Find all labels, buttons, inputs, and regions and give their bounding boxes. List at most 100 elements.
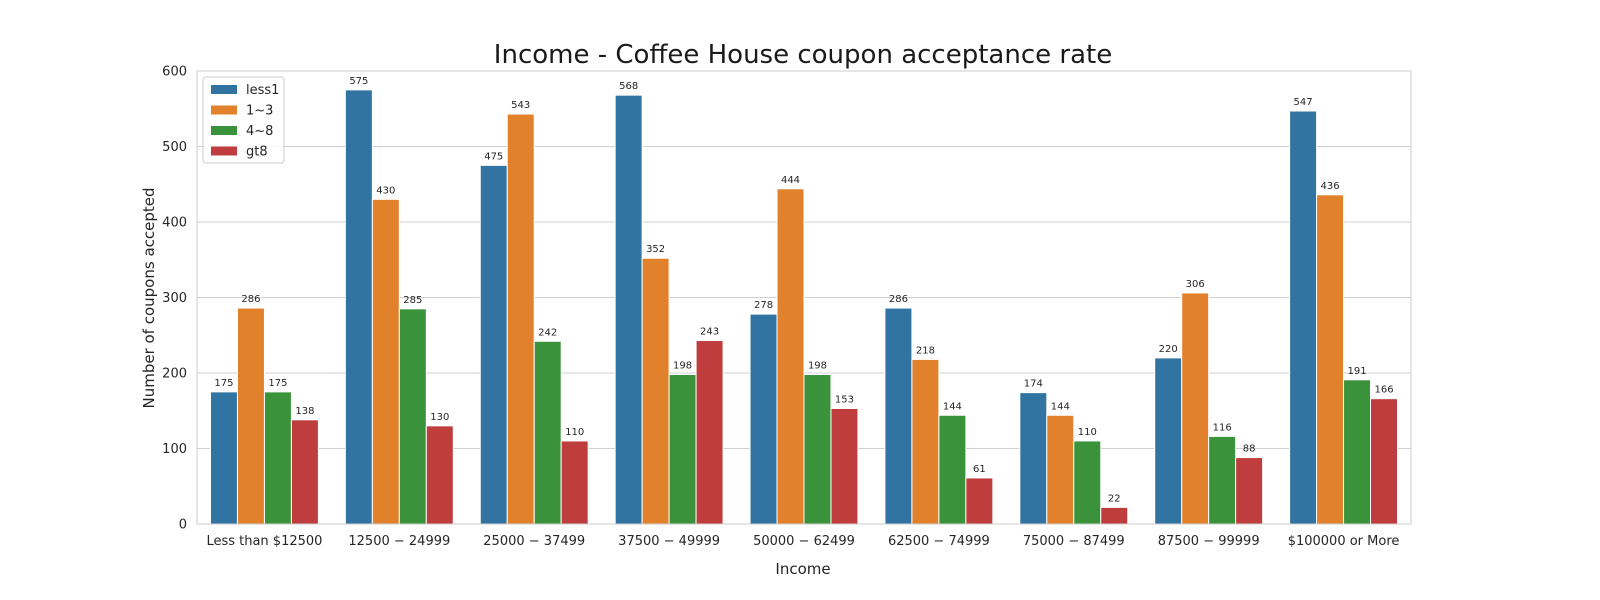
bar-value-label: 175 <box>214 378 233 389</box>
bar-4~8 <box>668 374 697 525</box>
bar-4~8 <box>803 374 832 525</box>
x-tick-label: 37500 − 49999 <box>618 534 720 549</box>
bar-value-label: 110 <box>1078 427 1097 438</box>
bar-less1 <box>479 164 508 525</box>
x-axis-label: Income <box>775 560 830 578</box>
bar-1~3 <box>506 113 535 525</box>
x-tick-label: 87500 − 99999 <box>1158 534 1260 549</box>
bar-value-label: 191 <box>1347 366 1366 377</box>
legend-label: less1 <box>246 83 279 98</box>
legend-label: gt8 <box>246 145 268 160</box>
bar-value-label: 242 <box>538 327 557 338</box>
bar-value-label: 88 <box>1243 444 1256 455</box>
y-axis-label: Number of coupons accepted <box>140 187 158 408</box>
bar-value-label: 144 <box>1051 401 1070 412</box>
bar-value-label: 175 <box>268 378 287 389</box>
bar-value-label: 110 <box>565 427 584 438</box>
bar-1~3 <box>776 188 805 525</box>
bar-4~8 <box>533 340 562 525</box>
bar-gt8 <box>1370 398 1399 525</box>
bar-less1 <box>614 94 643 525</box>
plot-frame <box>196 70 1412 525</box>
bar-value-label: 198 <box>808 361 827 372</box>
bar-1~3 <box>1046 414 1075 525</box>
bar-less1 <box>1289 110 1318 525</box>
bar-value-label: 144 <box>943 401 962 412</box>
legend-box <box>202 76 285 164</box>
bars <box>209 89 1399 525</box>
y-axis-ticks: 0 100 200 300 400 500 600 <box>162 65 187 533</box>
bar-less1 <box>209 391 238 525</box>
legend-swatch-less1 <box>211 85 237 94</box>
x-axis-ticks: Less than $12500 12500 − 24999 25000 − 374… <box>206 534 1399 549</box>
bar-less1 <box>749 313 778 525</box>
x-tick-label: Less than $12500 <box>206 534 322 549</box>
bar-value-label: 153 <box>835 394 854 405</box>
bar-less1 <box>1154 357 1183 525</box>
bar-1~3 <box>911 358 940 525</box>
y-tick-label: 500 <box>162 140 187 155</box>
chart-title: Income - Coffee House coupon acceptance … <box>494 40 1112 70</box>
bar-gt8 <box>560 440 589 525</box>
y-tick-label: 600 <box>162 65 187 80</box>
bar-1~3 <box>371 198 400 525</box>
bar-value-label: 568 <box>619 81 638 92</box>
legend: less1 1~3 4~8 gt8 <box>202 76 285 164</box>
bar-value-label: 286 <box>241 294 260 305</box>
bar-value-label: 475 <box>484 151 503 162</box>
bar-value-label: 166 <box>1374 385 1393 396</box>
bar-gt8 <box>290 419 319 525</box>
bar-1~3 <box>641 257 670 525</box>
bar-gt8 <box>425 425 454 525</box>
bar-value-label: 444 <box>781 175 800 186</box>
bar-value-label: 286 <box>889 294 908 305</box>
bar-gt8 <box>830 407 859 525</box>
x-tick-label: 12500 − 24999 <box>348 534 450 549</box>
bar-value-label: 198 <box>673 361 692 372</box>
bar-4~8 <box>263 391 292 525</box>
bar-value-label: 543 <box>511 100 530 111</box>
bar-value-label: 436 <box>1321 181 1340 192</box>
x-tick-label: 62500 − 74999 <box>888 534 990 549</box>
bar-value-label: 174 <box>1024 379 1043 390</box>
bar-value-label: 352 <box>646 244 665 255</box>
bar-gt8 <box>1235 457 1264 525</box>
bar-value-label: 306 <box>1186 279 1205 290</box>
legend-label: 1~3 <box>246 104 273 119</box>
bar-value-label: 575 <box>349 76 368 87</box>
bar-4~8 <box>1073 440 1102 525</box>
bar-less1 <box>1019 392 1048 525</box>
bar-value-label: 138 <box>295 406 314 417</box>
y-tick-label: 400 <box>162 216 187 231</box>
bar-4~8 <box>1208 435 1237 525</box>
legend-label: 4~8 <box>246 124 273 139</box>
bar-value-label: 61 <box>973 464 986 475</box>
bar-value-label: 22 <box>1108 493 1121 504</box>
bar-value-label: 278 <box>754 300 773 311</box>
bar-value-labels: 175 286 175 138 575 430 285 130 475 543 242 110 568 3… <box>214 76 1393 505</box>
bar-4~8 <box>398 308 427 525</box>
y-tick-label: 300 <box>162 291 187 306</box>
bar-value-label: 130 <box>430 412 449 423</box>
bar-value-label: 430 <box>376 185 395 196</box>
bar-gt8 <box>965 477 994 525</box>
x-tick-label: 75000 − 87499 <box>1023 534 1125 549</box>
y-tick-label: 0 <box>179 518 187 533</box>
legend-swatch-4~8 <box>211 126 237 135</box>
y-tick-label: 100 <box>162 442 187 457</box>
bar-less1 <box>884 307 913 525</box>
bar-4~8 <box>938 414 967 525</box>
legend-swatch-gt8 <box>211 146 237 156</box>
bar-less1 <box>344 89 373 525</box>
x-tick-label: 25000 − 37499 <box>483 534 585 549</box>
legend-swatch-1~3 <box>211 105 237 115</box>
bar-value-label: 547 <box>1294 97 1313 108</box>
bar-1~3 <box>1316 194 1345 525</box>
x-tick-label: 50000 − 62499 <box>753 534 855 549</box>
bar-value-label: 220 <box>1159 344 1178 355</box>
y-tick-label: 200 <box>162 367 187 382</box>
bar-value-label: 116 <box>1213 422 1232 433</box>
bar-value-label: 218 <box>916 345 935 356</box>
bar-1~3 <box>236 307 265 525</box>
